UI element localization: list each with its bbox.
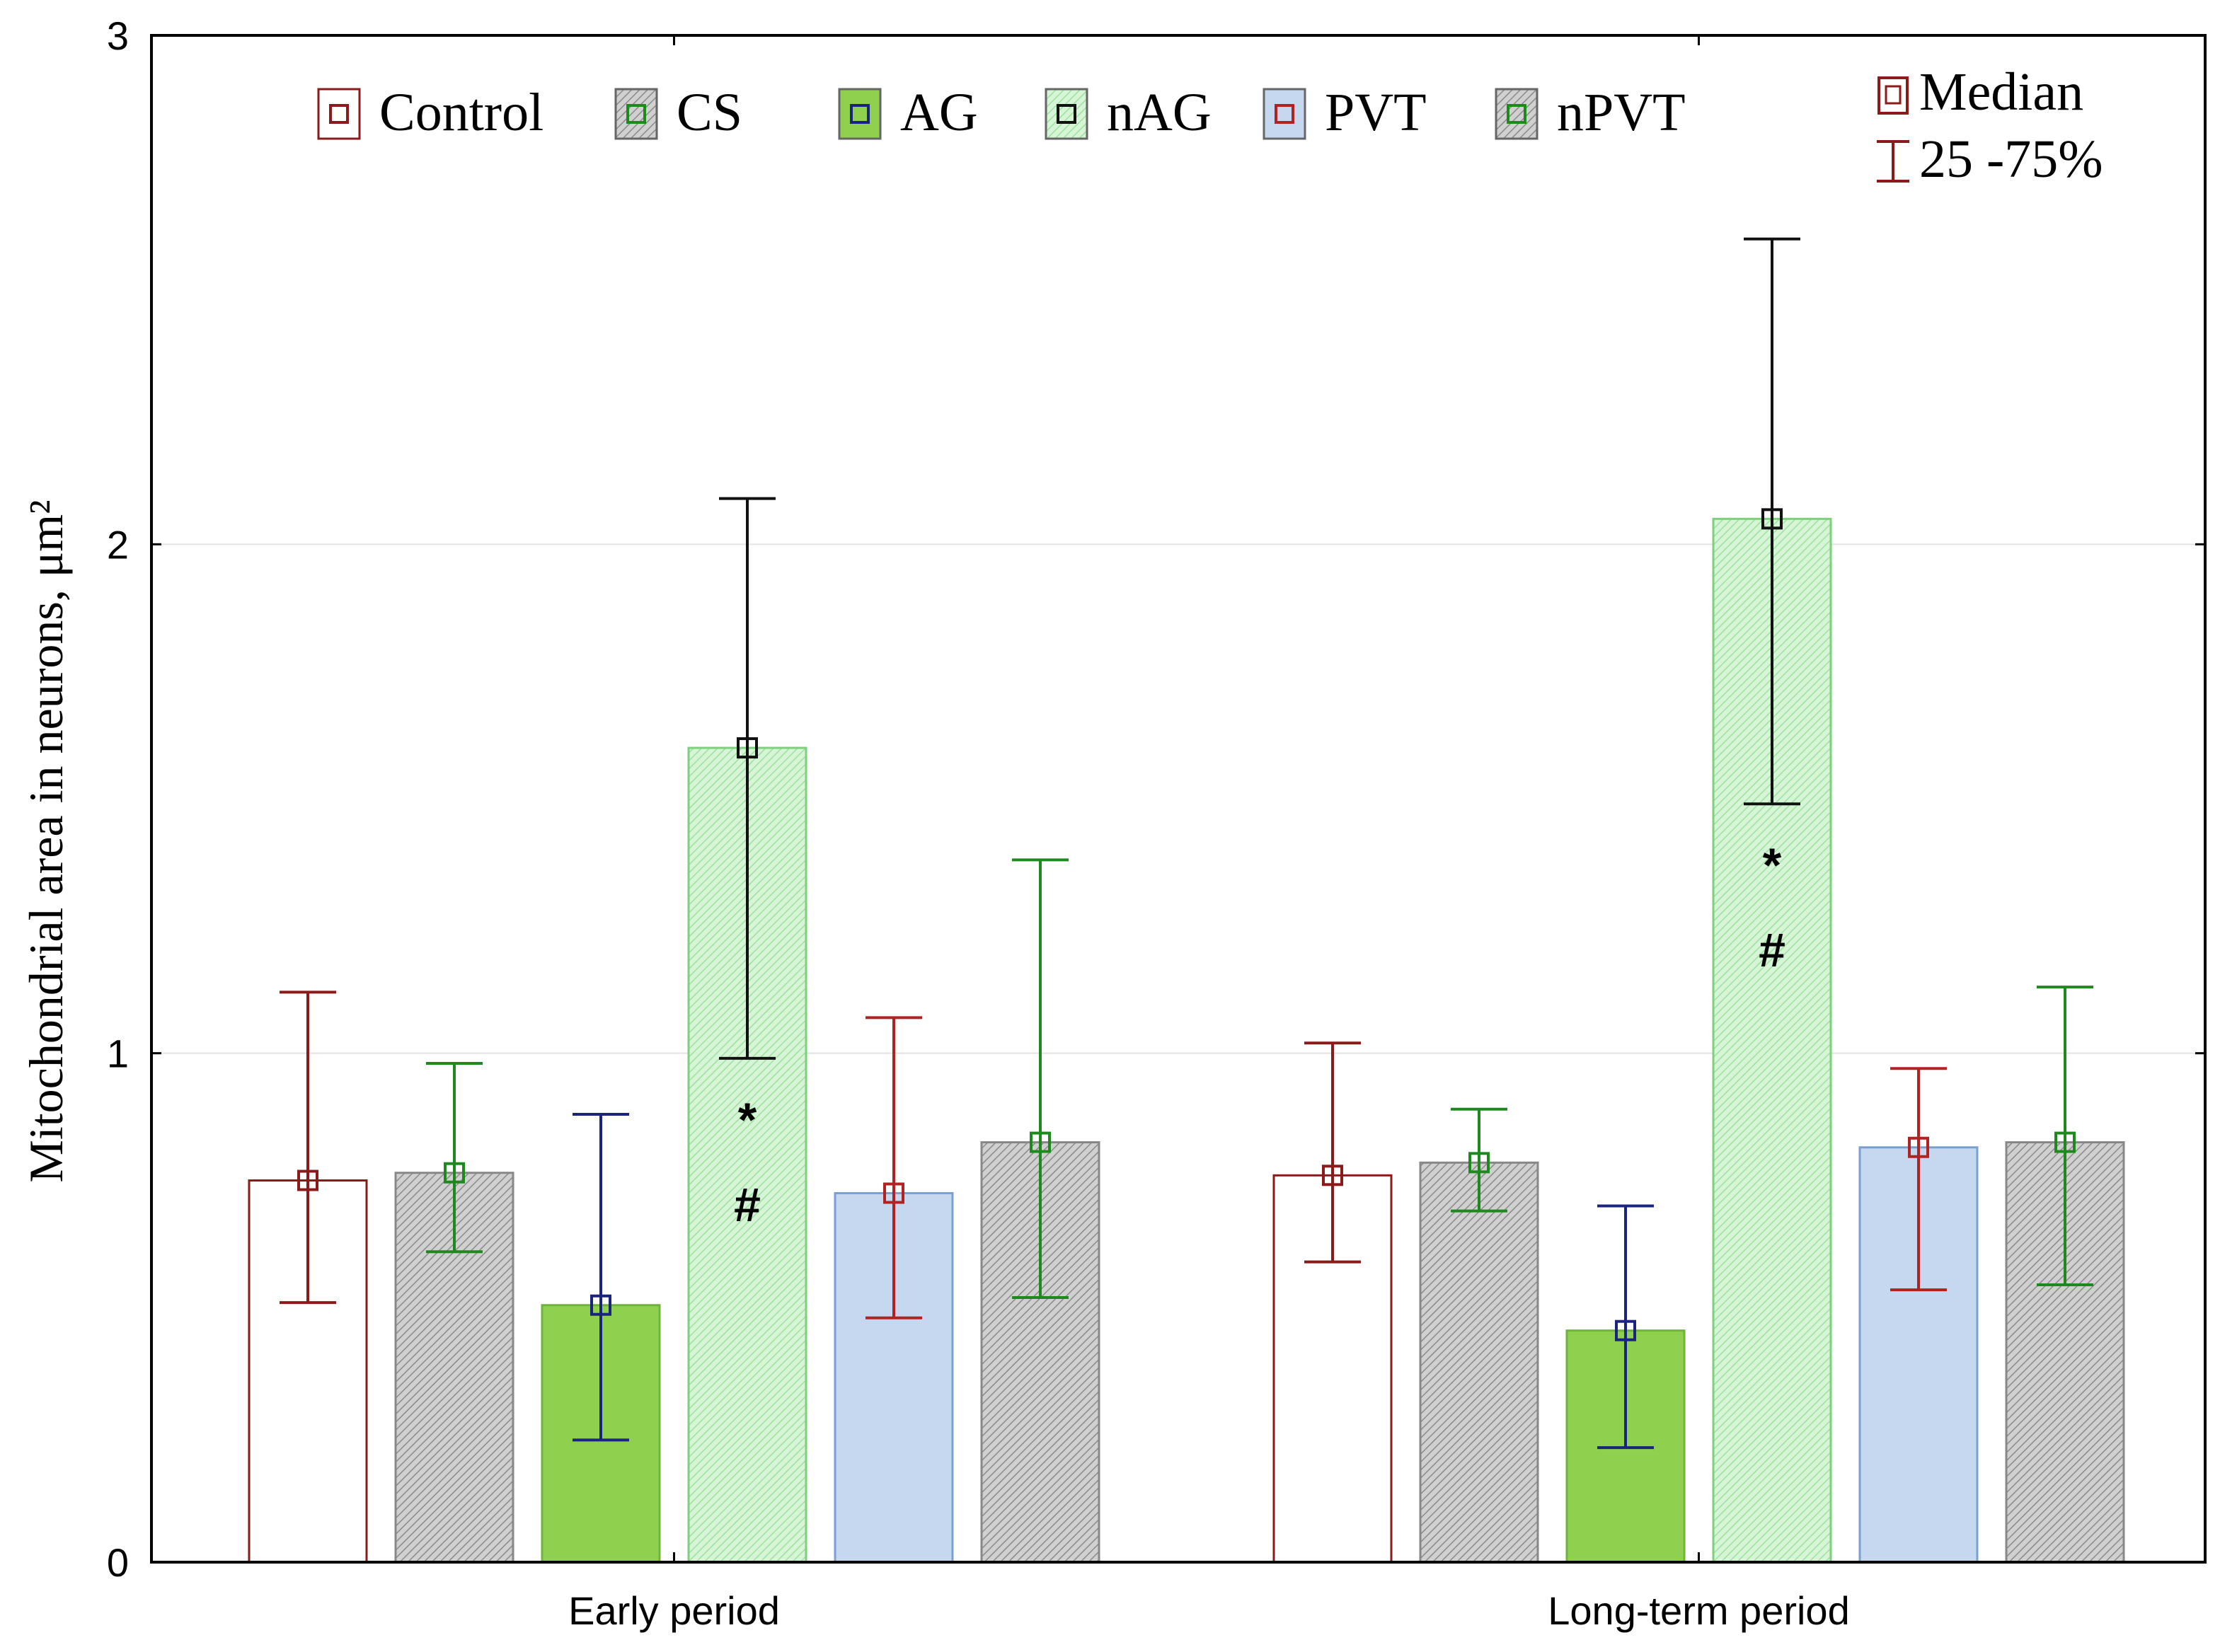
significance-symbol: # [734,1178,761,1232]
median-marker [2054,1131,2076,1153]
median-key-inner [1885,85,1902,105]
legend-swatch-npvt [1495,88,1539,140]
legend-swatch-ag [838,88,882,140]
significance-symbol: * [1763,838,1782,892]
y-axis-label: Mitochondrial area in neurons, μm² [19,499,73,1182]
median-marker [1761,508,1783,530]
legend-label-control: Control [379,83,544,142]
legend-swatch-nag [1045,88,1088,140]
legend-swatch-control [317,88,361,140]
legend-stat-key: Median 25 -75% [1877,62,2103,189]
median-marker [590,1294,611,1316]
legend-label-nag: nAG [1107,83,1212,142]
median-marker [444,1162,465,1184]
y-tick-label: 2 [107,522,129,567]
legend-label-cs: CS [677,83,742,142]
significance-symbol: * [738,1093,757,1147]
y-tick-label: 0 [107,1540,129,1585]
y-tick-label: 1 [107,1032,129,1076]
legend-label-ag: AG [900,83,978,142]
median-marker [297,1169,318,1191]
error-bars-layer [280,237,2093,1450]
median-marker [1908,1136,1929,1158]
legend-label-pvt: PVT [1325,83,1427,142]
legend-marker-npvt [1507,104,1526,124]
legend-label-npvt: nPVT [1557,83,1686,142]
bar-cs-longterm [1419,1161,1539,1564]
median-marker [1468,1152,1490,1174]
legend-swatch-cs [614,88,658,140]
median-marker [737,737,758,759]
x-tick-label: Long-term period [1548,1588,1849,1633]
median-key-label: Median [1919,62,2083,122]
legend: Control CS AG nAG PVT nPVT [317,83,1686,142]
bars-layer [248,517,2125,1564]
legend-marker-control [329,104,349,124]
median-marker [1030,1131,1051,1153]
gridlines [151,543,2205,1054]
significance-annotations: * # * # [734,838,1785,1232]
significance-symbol: # [1759,923,1785,977]
range-key-label: 25 -75% [1919,129,2103,189]
legend-swatch-pvt [1263,88,1306,140]
plot-frame [150,34,2207,1564]
median-key-box [1877,76,1909,115]
legend-marker-cs [626,104,646,124]
x-tick-label: Early period [568,1588,780,1633]
median-marker [1322,1165,1343,1186]
median-marker [883,1182,904,1204]
y-tick-label: 3 [107,13,129,58]
y-axis-ticks: 0 1 2 3 [107,13,2205,1585]
legend-marker-pvt [1275,104,1294,124]
median-marker [1615,1319,1636,1341]
x-axis-ticks: Early period Long-term period [568,35,1850,1633]
legend-marker-nag [1057,104,1076,124]
legend-marker-ag [850,104,870,124]
